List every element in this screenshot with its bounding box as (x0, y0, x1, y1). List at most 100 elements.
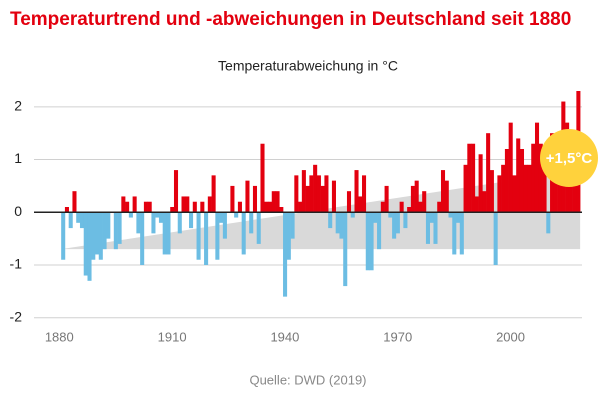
bar (504, 149, 509, 213)
bar (467, 143, 472, 213)
trend-area (61, 170, 581, 250)
y-tick-label: 1 (14, 150, 22, 166)
bar (377, 212, 382, 250)
bar (151, 212, 156, 234)
bar (79, 212, 85, 229)
bar (546, 212, 551, 234)
bar (215, 212, 220, 260)
bar (403, 212, 408, 229)
bar (471, 143, 476, 213)
bar (283, 212, 288, 297)
bar (271, 191, 276, 213)
bar (534, 122, 540, 213)
bar (125, 201, 130, 213)
bar (298, 201, 303, 213)
bar (463, 164, 468, 213)
badge-label: +1,5°C (546, 150, 593, 167)
bar (170, 207, 175, 213)
bar (425, 212, 430, 244)
bar (452, 212, 457, 255)
bar (305, 185, 310, 213)
bar (98, 212, 103, 260)
bar (286, 212, 291, 260)
bar (113, 212, 118, 250)
y-tick-label: -2 (10, 308, 23, 324)
x-tick-label: 1940 (270, 329, 299, 344)
bar (155, 212, 160, 218)
bar (64, 207, 69, 213)
bar (448, 212, 453, 218)
bar (380, 201, 385, 213)
bar (102, 212, 107, 250)
bar (373, 212, 378, 223)
bar (542, 159, 547, 213)
bar (474, 196, 479, 213)
source: Quelle: DWD (2019) (249, 372, 366, 387)
bar (493, 212, 498, 265)
bar (121, 196, 126, 213)
bar (324, 175, 329, 213)
bar (437, 201, 442, 213)
bar (422, 191, 427, 213)
bar (128, 212, 133, 218)
bar (83, 212, 88, 276)
bar (68, 212, 73, 229)
bar (237, 201, 242, 213)
bar (219, 212, 224, 223)
bar (395, 212, 400, 234)
bar (414, 180, 419, 213)
badge (540, 129, 598, 187)
bar (136, 212, 141, 234)
bar (320, 185, 325, 213)
bar (91, 212, 96, 260)
bar (335, 212, 340, 234)
bar (384, 185, 389, 213)
bar (523, 164, 528, 213)
bar (433, 212, 438, 244)
bar (106, 212, 111, 239)
bar (508, 122, 513, 213)
bar (354, 170, 359, 213)
bar (132, 196, 137, 213)
bar (440, 170, 446, 213)
y-tick-label: 2 (14, 98, 22, 114)
bar (444, 180, 449, 213)
bar (388, 212, 393, 218)
bar (230, 185, 235, 213)
bar (207, 196, 212, 213)
bar (290, 212, 295, 239)
bar (516, 138, 521, 213)
bar (196, 212, 201, 260)
plot: -2 -1 0 1 2 1880 1910 1940 1970 2000 +1,5°C (10, 91, 598, 344)
bar (410, 185, 415, 213)
bar (256, 212, 261, 244)
bar (497, 175, 502, 213)
bar (489, 170, 494, 213)
x-tick-label: 1880 (45, 329, 74, 344)
bar (339, 212, 344, 239)
bar (392, 212, 397, 239)
bar (350, 212, 355, 218)
bar (527, 164, 532, 213)
bar (241, 212, 246, 255)
bar (538, 143, 543, 213)
bar (166, 212, 171, 255)
bar (369, 212, 374, 271)
bar (478, 154, 483, 213)
bar (331, 180, 336, 213)
bar (143, 201, 148, 213)
bar (95, 212, 100, 255)
bar (294, 175, 299, 213)
bar (147, 201, 152, 213)
bar (162, 212, 167, 255)
bar (501, 164, 506, 213)
bar (486, 133, 491, 213)
bar (313, 164, 318, 213)
bar (204, 212, 209, 265)
bar (429, 212, 434, 223)
y-tick-label: 0 (14, 203, 22, 219)
bar (76, 212, 81, 223)
bar (264, 201, 269, 213)
bar (72, 191, 77, 213)
bar (222, 212, 227, 239)
